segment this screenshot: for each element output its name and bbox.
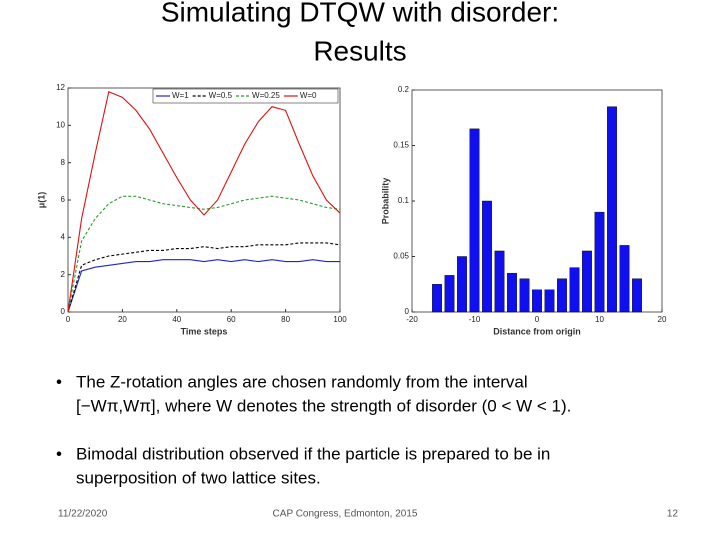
y-tick-label: 0.15 (393, 141, 409, 150)
x-tick-label: 20 (658, 315, 667, 324)
bullet-dot: • (56, 372, 62, 391)
y-tick-label: 0.1 (398, 196, 410, 205)
legend-label: W=1 (172, 91, 189, 100)
x-tick-label: 40 (172, 315, 181, 324)
x-tick-label: 60 (227, 315, 236, 324)
y-tick-label: 6 (61, 195, 66, 204)
bar (632, 278, 642, 313)
bar (519, 278, 530, 313)
legend-label: W=0.25 (252, 91, 280, 100)
bar (532, 289, 542, 313)
bar (507, 272, 517, 313)
y-axis-label: Probability (380, 178, 390, 225)
legend-box (152, 88, 339, 104)
x-tick-label: 10 (595, 315, 604, 324)
y-tick-label: 0 (61, 307, 66, 316)
slide-title: Simulating DTQW with disorder: (161, 0, 559, 27)
bullet-text: superposition of two lattice sites. (76, 468, 321, 487)
slide-title: Results (313, 35, 406, 66)
bar (557, 278, 567, 313)
footer-date: 11/22/2020 (58, 509, 108, 520)
x-tick-label: 0 (535, 315, 540, 324)
series-line (67, 90, 341, 313)
footer-center: CAP Congress, Edmonton, 2015 (273, 509, 418, 520)
bar (432, 284, 442, 313)
x-tick-label: -10 (469, 315, 481, 324)
series-line (67, 242, 341, 313)
page-number: 12 (667, 509, 679, 520)
bar (444, 275, 455, 313)
bar (469, 128, 480, 313)
y-tick-label: 0.05 (393, 252, 409, 261)
y-tick-label: 4 (61, 232, 66, 241)
y-tick-label: 10 (56, 120, 65, 129)
bullet-text: Bimodal distribution observed if the par… (76, 444, 550, 463)
x-tick-label: 0 (66, 315, 71, 324)
x-tick-label: 80 (281, 315, 290, 324)
y-tick-label: 2 (61, 270, 66, 279)
legend-label: W=0 (300, 91, 317, 100)
x-axis-label: Distance from origin (493, 326, 581, 336)
bullet-text: The Z-rotation angles are chosen randoml… (76, 372, 528, 391)
bullet-text: [−Wπ,Wπ], where W denotes the strength o… (76, 396, 571, 415)
y-tick-label: 8 (61, 158, 66, 167)
series-line (67, 195, 341, 313)
bar (544, 289, 555, 313)
x-axis-label: Time steps (181, 326, 228, 336)
bar (582, 250, 592, 313)
bullet-dot: • (56, 444, 62, 463)
series-line (67, 259, 340, 313)
x-tick-label: -20 (406, 315, 418, 324)
bar (607, 106, 617, 313)
bar (569, 267, 580, 313)
y-tick-label: 12 (56, 83, 65, 92)
plot-frame (67, 87, 341, 313)
bar (594, 211, 605, 313)
y-tick-label: 0 (405, 307, 410, 316)
y-tick-label: 0.2 (398, 85, 410, 94)
x-tick-label: 100 (333, 315, 347, 324)
bar (494, 250, 505, 313)
bar (457, 256, 467, 313)
legend-label: W=0.5 (209, 91, 233, 100)
bar (619, 245, 630, 313)
x-tick-label: 20 (118, 315, 127, 324)
y-axis-label: μ(1) (36, 192, 46, 209)
bar (482, 200, 492, 313)
